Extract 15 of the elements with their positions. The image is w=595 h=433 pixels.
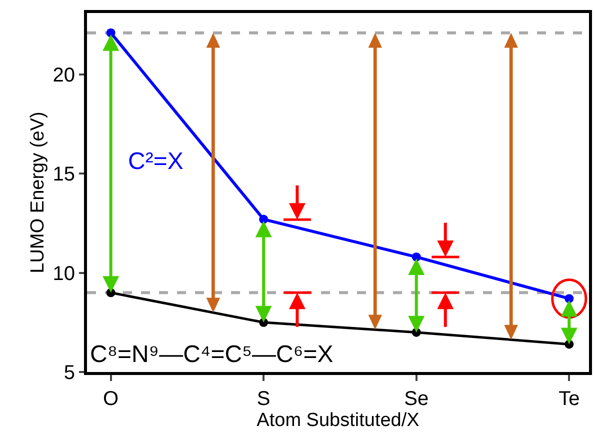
x-tick-label: S: [256, 388, 270, 410]
x-tick-label: O: [103, 388, 119, 410]
y-tick-label: 5: [64, 362, 75, 384]
x-tick-label: Se: [404, 388, 429, 410]
y-tick-label: 15: [52, 164, 75, 186]
point: [259, 214, 268, 224]
series-label: C⁸=N⁹—C⁴=C⁵—C⁶=X: [90, 341, 334, 368]
point: [106, 28, 116, 38]
point: [412, 252, 421, 262]
x-axis-title: Atom Substituted/X: [256, 410, 420, 431]
y-axis-title: LUMO Energy (eV): [28, 112, 49, 274]
series-label: C²=X: [128, 148, 184, 175]
x-tick-label: Te: [558, 388, 580, 410]
y-tick-label: 20: [52, 64, 75, 86]
y-tick-label: 10: [52, 262, 75, 285]
